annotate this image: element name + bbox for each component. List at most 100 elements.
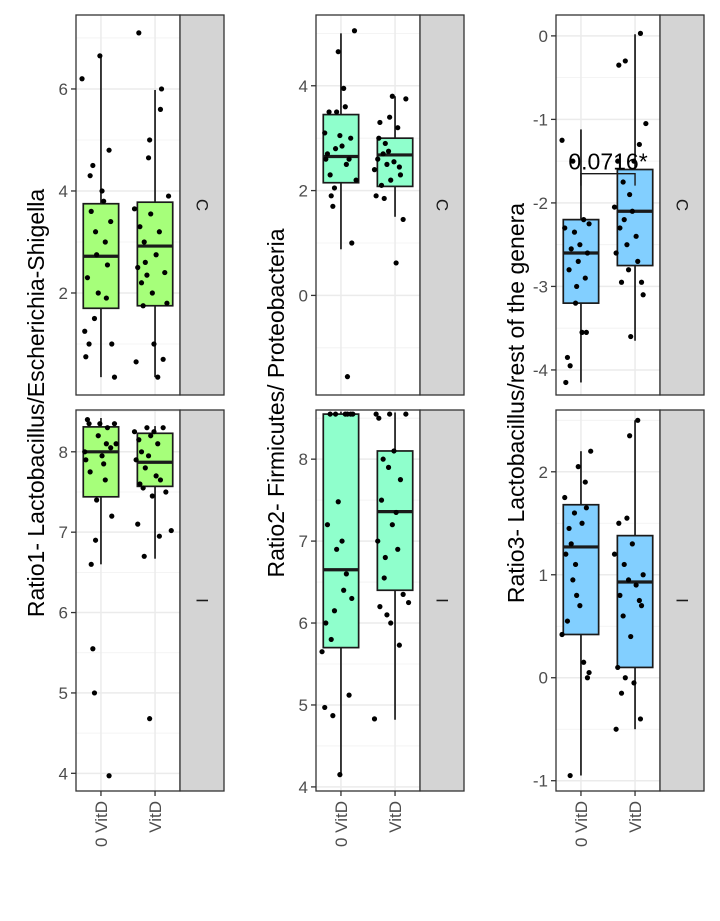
y-axis-title: Ratio2- Firmicutes/ Proteobacteria: [263, 228, 289, 577]
y-tick-label: 2: [59, 284, 68, 303]
data-point: [82, 449, 88, 455]
data-point: [567, 363, 573, 369]
y-tick-label: 6: [59, 80, 68, 99]
data-point: [328, 193, 334, 199]
box-body: [616, 534, 654, 669]
data-point: [142, 465, 148, 471]
data-point: [633, 233, 639, 239]
data-point: [144, 272, 150, 278]
data-point: [108, 218, 114, 225]
data-point: [581, 217, 587, 223]
data-point: [151, 341, 157, 347]
data-point: [397, 172, 404, 178]
data-point: [330, 713, 336, 719]
y-tick-label: 6: [299, 614, 308, 633]
data-point: [87, 173, 93, 179]
data-point: [137, 481, 143, 487]
data-point: [625, 577, 632, 583]
box-body: [322, 413, 360, 649]
data-point: [385, 464, 392, 470]
box-body: [136, 432, 174, 488]
data-point: [327, 411, 333, 417]
data-point: [405, 599, 412, 606]
data-point: [643, 120, 649, 127]
y-tick-label: 0: [539, 27, 548, 46]
data-point: [332, 146, 339, 152]
facet-strip-label: C: [193, 199, 212, 211]
data-point: [387, 114, 393, 120]
y-tick-label: 5: [299, 696, 308, 715]
data-point: [148, 433, 154, 439]
facet-strip-label: I: [433, 598, 452, 603]
data-point: [584, 675, 591, 681]
box-vitd: [376, 412, 414, 720]
data-point: [387, 411, 393, 417]
data-point: [153, 252, 159, 258]
data-point: [160, 356, 166, 362]
data-point: [144, 425, 150, 431]
y-tick-label: 8: [59, 443, 68, 462]
y-tick-label: 0: [539, 669, 548, 688]
y-tick-label: -1: [533, 110, 548, 129]
data-point: [615, 664, 621, 671]
data-point: [88, 208, 94, 214]
data-point: [101, 461, 107, 467]
data-point: [84, 417, 91, 423]
x-tick-label: 0 VitD: [332, 801, 351, 847]
data-point: [568, 246, 574, 252]
facet-strip: [419, 409, 465, 792]
data-point: [381, 195, 387, 202]
data-point: [403, 96, 409, 102]
data-point: [620, 613, 626, 619]
data-point: [339, 538, 345, 544]
data-point: [395, 125, 401, 131]
data-point: [86, 421, 92, 427]
data-point: [141, 553, 147, 559]
data-point: [371, 167, 378, 173]
data-point: [574, 283, 580, 290]
data-point: [582, 479, 588, 485]
data-point: [618, 279, 625, 285]
y-tick-label: -2: [533, 194, 548, 213]
data-point: [564, 354, 571, 361]
data-point: [165, 193, 172, 199]
significance-bracket: [580, 172, 636, 186]
data-point: [141, 239, 147, 245]
data-point: [400, 216, 406, 223]
data-point: [87, 469, 93, 475]
chart-column-3: 0.0716* -4 -3 -2 -1 0 C -1 0 1 2 I 0 VitD VitD Ratio3-…: [503, 14, 705, 847]
data-point: [344, 374, 351, 380]
data-point: [140, 485, 146, 491]
data-point: [622, 675, 628, 681]
data-point: [148, 211, 154, 217]
data-point: [111, 374, 118, 380]
box-vitd: [136, 426, 174, 559]
data-point: [90, 646, 96, 652]
box-0-vitd: [82, 418, 120, 565]
data-point: [616, 520, 622, 526]
data-point: [108, 445, 114, 451]
data-point: [388, 177, 394, 183]
box-0-vitd: [322, 411, 360, 775]
y-tick-label: 2: [539, 463, 548, 482]
data-point: [568, 541, 574, 547]
data-point: [617, 592, 623, 598]
data-point: [618, 690, 625, 696]
y-tick-label: -4: [533, 361, 548, 380]
data-point: [327, 172, 333, 178]
data-point: [574, 592, 580, 598]
data-point: [381, 575, 387, 581]
data-point: [633, 582, 639, 588]
data-point: [579, 520, 585, 526]
data-point: [567, 772, 573, 779]
data-point: [155, 374, 161, 380]
data-point: [348, 135, 354, 141]
data-point: [583, 505, 589, 511]
chart-column-1: 2 4 6 C 4 5 6 7 8 I 0 VitD VitD Ratio1- Lactobacillu…: [23, 14, 225, 847]
y-tick-label: 4: [299, 778, 308, 797]
data-point: [319, 649, 325, 655]
data-point: [90, 162, 96, 169]
data-point: [135, 264, 141, 271]
data-point: [571, 229, 578, 235]
